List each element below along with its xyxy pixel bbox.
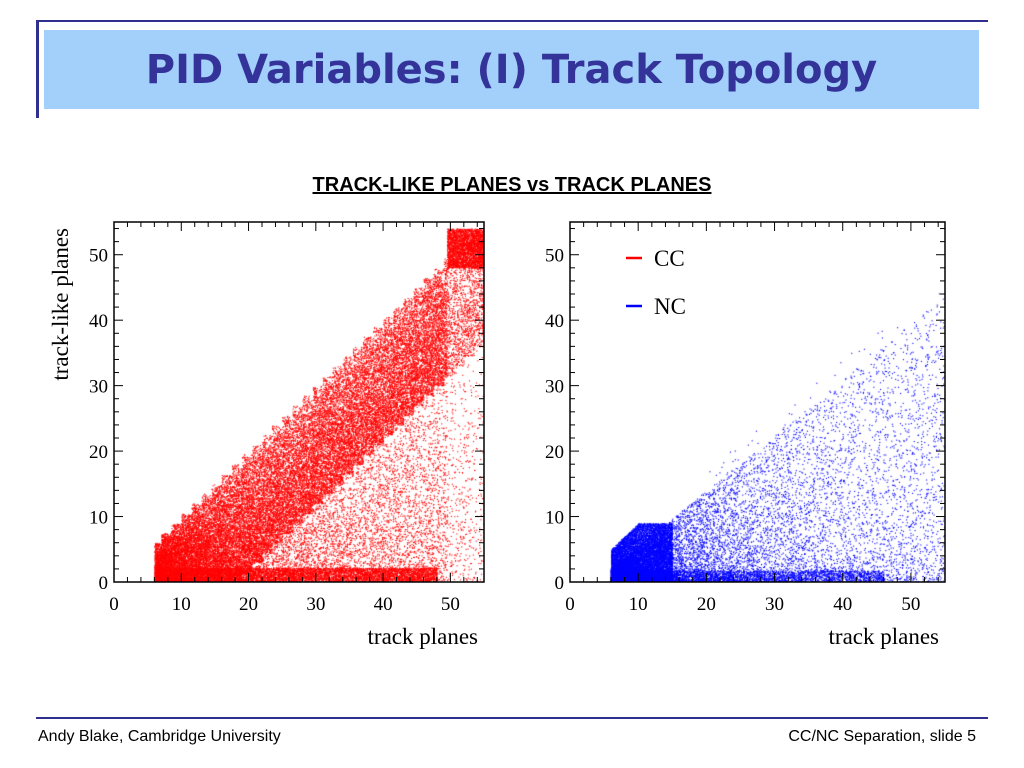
cc-scatter-points bbox=[114, 222, 484, 582]
x-tick-label: 40 bbox=[374, 594, 393, 615]
legend-label-cc: CC bbox=[654, 246, 685, 271]
nc-plot-axes: 0 10 20 30 40 50 0 10 20 30 40 50 track planes CC NC bbox=[545, 221, 946, 649]
x-tick-label: 0 bbox=[565, 594, 575, 615]
x-tick-label: 20 bbox=[697, 594, 716, 615]
x-tick-label: 50 bbox=[441, 594, 460, 615]
title-frame-top bbox=[36, 20, 988, 22]
x-axis-label: track planes bbox=[829, 624, 940, 649]
slide-title: PID Variables: (I) Track Topology bbox=[145, 46, 878, 93]
plot-frame-left bbox=[113, 221, 485, 583]
title-band bbox=[44, 30, 979, 109]
y-tick-label: 50 bbox=[89, 246, 108, 267]
y-tick-label: 40 bbox=[89, 311, 108, 332]
x-tick-label: 50 bbox=[901, 594, 920, 615]
y-tick-label: 20 bbox=[545, 442, 564, 463]
y-axis-label: track-like planes bbox=[48, 228, 73, 381]
footer-divider bbox=[36, 717, 988, 719]
title-frame-left bbox=[36, 20, 39, 118]
y-tick-label: 20 bbox=[89, 442, 108, 463]
cc-plot-axes: 0 10 20 30 40 50 0 10 20 30 40 50 track planes track-… bbox=[48, 221, 485, 649]
y-tick-label: 50 bbox=[545, 246, 564, 267]
figure-heading: TRACK-LIKE PLANES vs TRACK PLANES bbox=[312, 174, 712, 196]
x-tick-label: 40 bbox=[833, 594, 852, 615]
y-tick-label: 10 bbox=[89, 508, 108, 529]
y-tick-label: 30 bbox=[545, 377, 564, 398]
x-tick-label: 20 bbox=[239, 594, 258, 615]
legend-label-nc: NC bbox=[654, 294, 686, 319]
cc-scatter-plot: 0 10 20 30 40 50 0 10 20 30 40 50 track planes track-… bbox=[40, 210, 500, 660]
y-tick-label: 0 bbox=[555, 573, 565, 594]
x-axis-label: track planes bbox=[368, 624, 479, 649]
x-tick-label: 30 bbox=[765, 594, 784, 615]
x-tick-label: 10 bbox=[629, 594, 648, 615]
y-tick-label: 10 bbox=[545, 508, 564, 529]
y-tick-label: 40 bbox=[545, 311, 564, 332]
x-tick-label: 10 bbox=[172, 594, 191, 615]
plot-frame-right bbox=[569, 221, 946, 583]
y-tick-label: 30 bbox=[89, 377, 108, 398]
nc-scatter-points bbox=[570, 222, 945, 582]
footer-slide-info: CC/NC Separation, slide 5 bbox=[788, 728, 976, 745]
nc-scatter-plot: 0 10 20 30 40 50 0 10 20 30 40 50 track planes CC NC bbox=[500, 210, 960, 660]
footer-author: Andy Blake, Cambridge University bbox=[38, 728, 281, 745]
x-tick-label: 0 bbox=[109, 594, 119, 615]
x-tick-label: 30 bbox=[306, 594, 325, 615]
y-tick-label: 0 bbox=[99, 573, 109, 594]
